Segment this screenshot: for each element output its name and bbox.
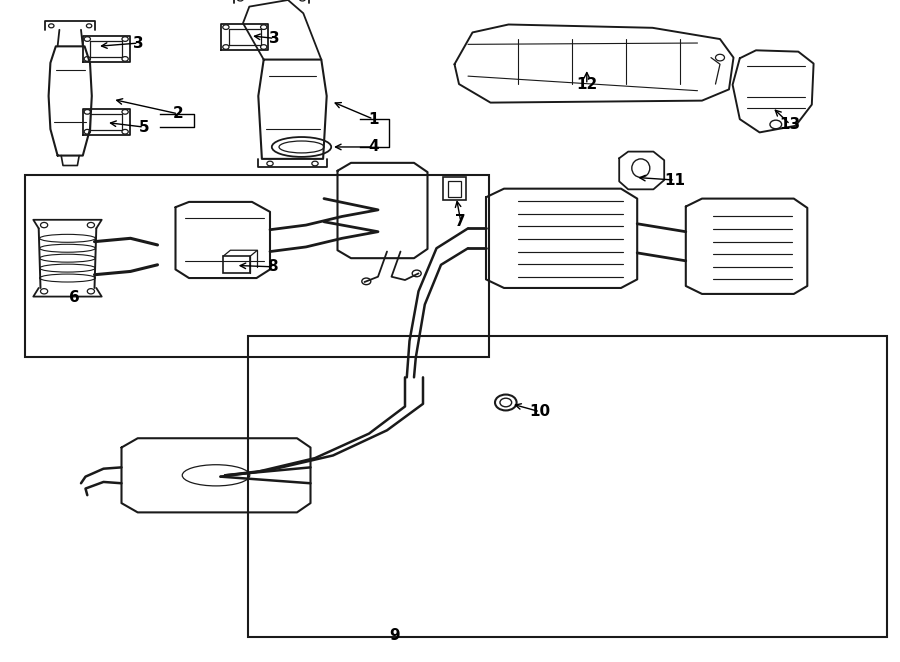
Bar (448, 181, 461, 197)
Text: 12: 12 (576, 77, 598, 92)
Text: 7: 7 (455, 214, 466, 229)
Bar (25, 175, 489, 357)
Bar (248, 336, 886, 637)
Text: 9: 9 (389, 628, 400, 643)
Text: 3: 3 (269, 31, 280, 46)
Text: 8: 8 (267, 260, 278, 274)
Text: 11: 11 (664, 173, 686, 187)
Text: 5: 5 (139, 120, 149, 134)
Text: 3: 3 (133, 36, 144, 50)
Text: 1: 1 (368, 112, 379, 126)
Bar (223, 256, 250, 273)
Text: 10: 10 (529, 404, 551, 419)
Bar (443, 177, 466, 200)
Text: 2: 2 (173, 107, 184, 121)
Text: 6: 6 (69, 291, 80, 305)
Text: 4: 4 (368, 140, 379, 154)
Text: 13: 13 (779, 117, 801, 132)
